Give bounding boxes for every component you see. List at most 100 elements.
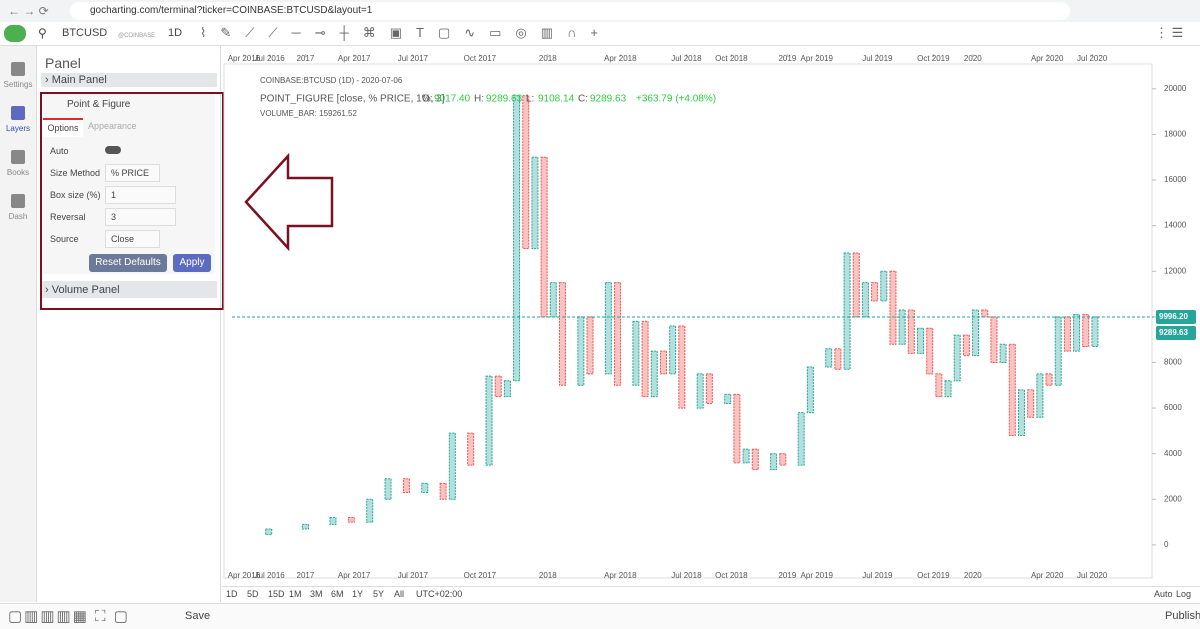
x-tick-label: 2019 bbox=[778, 571, 796, 580]
field-input[interactable]: Close bbox=[105, 230, 160, 248]
o-column bbox=[871, 282, 879, 302]
range-button[interactable]: 6M bbox=[331, 589, 344, 599]
app-toolbar: ⚲ BTCUSD @COINBASE 1D ⌇✎⟋⟋─⊸┼⌘▣T▢∿▭◎▥∩+ … bbox=[0, 22, 1200, 46]
x-column bbox=[503, 380, 511, 398]
scale-mode[interactable]: Auto bbox=[1154, 589, 1173, 599]
x-column bbox=[531, 156, 539, 249]
y-tick-label: 8000 bbox=[1164, 358, 1182, 367]
tab[interactable]: Appearance bbox=[88, 121, 137, 131]
menu-icons[interactable]: ⋮ ☰ bbox=[1155, 25, 1184, 40]
o-column bbox=[540, 156, 548, 318]
x-column bbox=[1073, 314, 1081, 352]
interval[interactable]: 1D bbox=[168, 27, 183, 39]
o-column bbox=[1027, 389, 1035, 418]
x-column bbox=[825, 348, 833, 368]
main-panel-header[interactable]: › Main Panel bbox=[41, 73, 217, 87]
y-tick-label: 6000 bbox=[1164, 403, 1182, 412]
x-tick-label: Apr 2018 bbox=[604, 54, 637, 63]
price-tag-label: 9996.20 bbox=[1159, 312, 1188, 321]
x-column bbox=[843, 252, 851, 370]
tab[interactable]: Options bbox=[43, 118, 83, 137]
range-button[interactable]: 1M bbox=[289, 589, 302, 599]
x-tick-label: Oct 2017 bbox=[464, 571, 497, 580]
legend-symbol: COINBASE:BTCUSD (1D) - 2020-07-06 bbox=[260, 76, 403, 85]
arrow-annotation bbox=[244, 152, 334, 252]
y-tick-label: 4000 bbox=[1164, 449, 1182, 458]
o-column bbox=[558, 282, 566, 386]
x-tick-label: Jul 2018 bbox=[671, 54, 702, 63]
x-tick-label: Oct 2017 bbox=[464, 54, 497, 63]
field-label: Source bbox=[50, 234, 79, 244]
apply-button[interactable]: Apply bbox=[173, 254, 211, 272]
reset-button[interactable]: Reset Defaults bbox=[89, 254, 167, 272]
range-button[interactable]: 1Y bbox=[352, 589, 364, 599]
toggle[interactable] bbox=[105, 146, 121, 154]
range-button[interactable]: 1D bbox=[226, 589, 238, 599]
exchange: @COINBASE bbox=[118, 33, 156, 39]
range-button[interactable]: 15D bbox=[268, 589, 285, 599]
layout-icons[interactable]: ▢▥▥▥▦ ⛶ ▢ bbox=[8, 608, 130, 625]
o-column bbox=[926, 327, 934, 375]
o-column bbox=[1045, 373, 1053, 386]
timezone: UTC+02:00 bbox=[416, 589, 463, 599]
x-column bbox=[917, 327, 924, 354]
scale-mode[interactable]: Log bbox=[1176, 589, 1192, 599]
x-column bbox=[485, 375, 493, 466]
price-tag-label: 9289.63 bbox=[1159, 328, 1188, 337]
x-column bbox=[632, 320, 640, 386]
field-input[interactable]: % PRICE bbox=[105, 164, 160, 182]
o-column bbox=[779, 453, 787, 466]
save[interactable]: Save bbox=[185, 610, 211, 622]
sidebar-icon[interactable] bbox=[11, 106, 25, 120]
sidebar: Settings Layers Books Dash bbox=[0, 46, 37, 602]
range-button[interactable]: 5D bbox=[247, 589, 259, 599]
symbol[interactable]: BTCUSD bbox=[62, 27, 108, 39]
x-tick-label: Oct 2018 bbox=[715, 571, 748, 580]
publish[interactable]: Publish bbox=[1165, 610, 1200, 622]
volume-panel-header[interactable]: › Volume Panel bbox=[41, 281, 217, 298]
y-tick-label: 20000 bbox=[1164, 84, 1187, 93]
x-column bbox=[301, 523, 309, 530]
y-tick-label: 2000 bbox=[1164, 494, 1182, 503]
indicator-name: Point & Figure bbox=[67, 99, 131, 110]
x-tick-label: Jul 2019 bbox=[862, 571, 893, 580]
o-column bbox=[935, 373, 943, 398]
nav-icons[interactable]: ← → ⟳ bbox=[8, 4, 49, 18]
field-input[interactable]: 1 bbox=[105, 186, 176, 204]
range-button[interactable]: 5Y bbox=[373, 589, 385, 599]
x-column bbox=[513, 95, 521, 382]
x-column bbox=[898, 309, 906, 345]
x-tick-label: Jul 2016 bbox=[255, 571, 286, 580]
panel: Panel › Main Panel Point & Figure Option… bbox=[37, 46, 221, 602]
range-button[interactable]: All bbox=[394, 589, 405, 599]
tool-icons[interactable]: ⌇✎⟋⟋─⊸┼⌘▣T▢∿▭◎▥∩+ bbox=[200, 25, 612, 40]
o-column bbox=[614, 282, 622, 386]
ohlc-label: O: bbox=[422, 94, 433, 105]
field-label: Size Method bbox=[50, 168, 101, 178]
logo[interactable] bbox=[4, 25, 26, 42]
sidebar-icon[interactable] bbox=[11, 194, 25, 208]
x-tick-label: 2020 bbox=[964, 571, 982, 580]
y-tick-label: 14000 bbox=[1164, 221, 1187, 230]
field-label: Box size (%) bbox=[50, 190, 101, 200]
panel-title: Panel bbox=[45, 55, 81, 71]
y-tick-label: 16000 bbox=[1164, 175, 1187, 184]
x-column bbox=[770, 453, 778, 471]
address-bar[interactable]: gocharting.com/terminal?ticker=COINBASE:… bbox=[70, 2, 1070, 20]
x-tick-label: Jul 2016 bbox=[255, 54, 286, 63]
o-column bbox=[1063, 316, 1071, 352]
sidebar-label: Dash bbox=[8, 212, 28, 221]
x-tick-label: 2017 bbox=[297, 54, 315, 63]
field-input[interactable]: 3 bbox=[105, 208, 176, 226]
range-button[interactable]: 3M bbox=[310, 589, 323, 599]
sidebar-icon[interactable] bbox=[11, 150, 25, 164]
ohlc-value: 9108.14 bbox=[538, 94, 575, 105]
sidebar-label: Books bbox=[6, 168, 30, 177]
x-column bbox=[1036, 373, 1044, 418]
x-column bbox=[650, 350, 658, 398]
x-tick-label: Apr 2020 bbox=[1031, 54, 1064, 63]
sidebar-icon[interactable] bbox=[11, 62, 25, 76]
sidebar-label: Settings bbox=[3, 80, 33, 89]
x-column bbox=[421, 482, 429, 493]
x-tick-label: Apr 2020 bbox=[1031, 571, 1064, 580]
